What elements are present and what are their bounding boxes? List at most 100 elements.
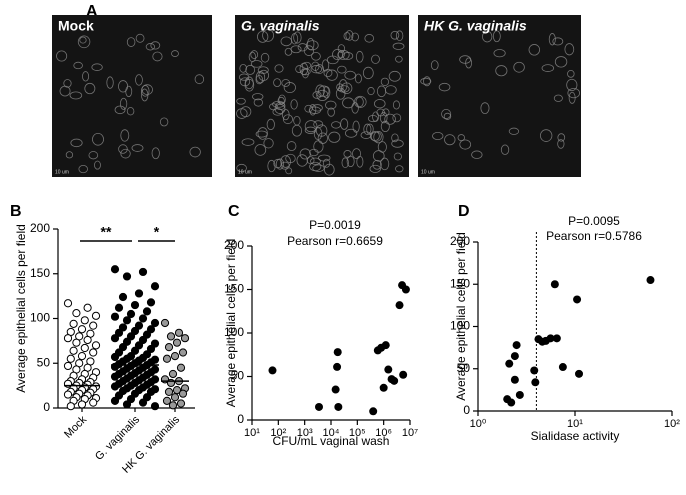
cell <box>274 64 284 73</box>
cell <box>471 150 483 159</box>
cell <box>513 61 525 73</box>
micrographs: Mock 10 um G. vaginalis 10 um HK G. vaginali… <box>52 15 581 177</box>
cell <box>541 64 555 72</box>
cell <box>273 158 283 169</box>
y-tick-label: 50 <box>457 361 471 375</box>
cell <box>313 120 324 129</box>
data-point <box>72 338 81 347</box>
cell <box>150 41 161 50</box>
data-point <box>515 390 524 399</box>
data-point <box>150 402 160 411</box>
data-point <box>63 299 73 308</box>
cell <box>321 59 330 72</box>
cell <box>315 84 325 97</box>
x-axis-label: Sialidase activity <box>531 429 620 443</box>
data-point <box>122 272 132 281</box>
data-point <box>146 298 156 307</box>
data-point <box>164 343 174 352</box>
cell <box>492 30 501 43</box>
data-point <box>166 332 176 341</box>
data-point <box>77 325 87 334</box>
cell <box>194 74 205 85</box>
annotation: P=0.0095 <box>568 214 620 228</box>
data-point <box>369 407 378 416</box>
cell <box>152 51 163 62</box>
annotation: Pearson r=0.6659 <box>287 234 383 248</box>
cell <box>337 85 350 93</box>
cell <box>171 50 179 57</box>
data-point <box>80 316 89 325</box>
data-point <box>134 341 144 350</box>
data-point <box>170 393 180 402</box>
cell <box>189 146 201 158</box>
cell <box>291 124 303 137</box>
cell <box>392 113 402 123</box>
cell <box>254 144 267 156</box>
cell <box>135 74 143 86</box>
cell <box>362 66 374 80</box>
cell <box>355 50 364 63</box>
cell <box>326 69 338 81</box>
cell <box>290 99 298 110</box>
cell <box>120 129 130 142</box>
data-point <box>126 332 136 341</box>
cell <box>303 45 315 56</box>
data-point <box>122 316 132 325</box>
y-tick-label: 100 <box>450 319 470 333</box>
cell <box>63 79 72 88</box>
data-point <box>170 351 180 361</box>
cell <box>340 118 349 130</box>
panel-label: D <box>458 203 470 220</box>
cell <box>322 158 331 168</box>
cell <box>258 69 270 81</box>
cell <box>336 83 344 92</box>
cell <box>280 36 293 47</box>
cell <box>302 68 309 79</box>
data-point <box>168 369 178 379</box>
cell <box>250 60 263 68</box>
data-point <box>150 339 160 348</box>
cell <box>392 100 400 110</box>
data-point <box>66 354 75 363</box>
data-point <box>114 391 124 400</box>
cell <box>126 107 135 116</box>
cell <box>420 77 432 85</box>
cell <box>337 49 350 60</box>
cell <box>300 68 311 76</box>
cell <box>351 102 359 114</box>
data-point <box>110 312 120 321</box>
cell <box>338 79 348 92</box>
data-point <box>118 292 128 302</box>
cell <box>354 95 367 108</box>
data-point <box>77 400 87 409</box>
cell <box>384 85 397 95</box>
cell <box>380 77 390 86</box>
cell <box>309 103 317 116</box>
cell <box>274 103 286 114</box>
data-point <box>390 376 399 385</box>
data-point <box>162 396 172 405</box>
data-point <box>558 363 567 372</box>
cell <box>118 144 128 154</box>
cell <box>372 150 385 162</box>
cell <box>423 76 431 87</box>
scale-bar: 10 um <box>55 169 69 175</box>
data-point <box>122 337 132 346</box>
data-point <box>110 334 120 343</box>
data-point <box>110 396 120 405</box>
data-point <box>146 387 156 396</box>
data-point <box>138 314 148 323</box>
cell <box>495 65 508 77</box>
cell <box>286 141 297 152</box>
cell <box>371 54 380 64</box>
cell <box>260 52 270 63</box>
data-point <box>77 351 87 361</box>
scale-bar: 10 um <box>238 169 252 175</box>
cell <box>384 113 396 125</box>
y-tick-label: 150 <box>224 282 244 296</box>
x-tick-label: 10³ <box>297 427 313 439</box>
cell <box>355 96 364 108</box>
cell <box>159 117 169 127</box>
cell <box>236 163 247 173</box>
